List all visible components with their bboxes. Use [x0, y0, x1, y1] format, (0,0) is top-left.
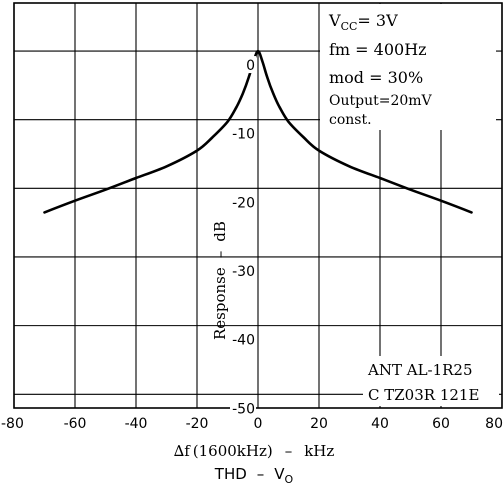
- y-tick-bg-0: [246, 56, 256, 74]
- part-number-ant: ANT AL-1R25: [367, 361, 473, 379]
- y-tick-label-4: -40: [232, 333, 255, 349]
- condition-output: Output=20mV: [329, 93, 433, 109]
- y-tick-bg-5: [230, 399, 256, 417]
- condition-const: const.: [329, 112, 372, 128]
- condition-fm: fm = 400Hz: [329, 40, 427, 59]
- plot-frame: [13, 2, 503, 409]
- x-tick-label-3: -20: [186, 416, 209, 432]
- subtitle-sub: O: [285, 473, 294, 486]
- part-box-bg: [363, 356, 499, 406]
- x-axis-delta: ∆f: [174, 442, 191, 460]
- chart-grid: [13, 3, 503, 408]
- vcc-sub: CC: [341, 20, 358, 33]
- y-tick-label-1: -10: [232, 127, 255, 143]
- conditions-box-bg: [320, 4, 496, 130]
- condition-mod: mod = 30%: [329, 68, 423, 87]
- y-axis-dash: –: [211, 251, 229, 259]
- subtitle-v: V: [274, 465, 285, 483]
- x-axis-unit: kHz: [304, 442, 334, 460]
- y-tick-label-3: -30: [232, 264, 255, 280]
- y-tick-bg-4: [230, 330, 256, 348]
- x-tick-label-0: -80: [1, 416, 24, 432]
- y-axis-quantity: Response: [211, 267, 229, 340]
- x-tick-label-7: 60: [432, 416, 450, 432]
- x-tick-label-2: -40: [125, 416, 148, 432]
- condition-vcc: VCC= 3V: [328, 11, 398, 33]
- y-tick-bg-3: [230, 261, 256, 279]
- y-tick-label-2: -20: [232, 195, 255, 211]
- subtitle-quantity: THD: [214, 465, 247, 483]
- y-tick-label-5: -50: [232, 401, 255, 417]
- vcc-rest: = 3V: [357, 11, 398, 30]
- y-tick-labels: 0 -10 -20 -30 -40 -50: [230, 56, 256, 417]
- chart-subtitle: THD – VO: [214, 465, 294, 486]
- y-tick-bg-2: [230, 193, 256, 211]
- x-tick-label-4: 0: [254, 416, 263, 432]
- subtitle-dash: –: [257, 465, 265, 483]
- y-axis-unit: dB: [211, 221, 229, 242]
- y-tick-label-0: 0: [246, 58, 255, 74]
- response-curve: [43, 49, 473, 214]
- x-axis-qualifier: (1600kHz): [193, 442, 273, 460]
- vcc-base: V: [328, 11, 341, 30]
- x-tick-label-1: -60: [64, 416, 87, 432]
- part-number-c: C TZ03R 121E: [368, 386, 479, 404]
- x-tick-label-8: 80: [485, 416, 503, 432]
- y-axis-label: Response – dB: [211, 221, 229, 340]
- x-axis-label: ∆f (1600kHz) – kHz: [174, 442, 335, 460]
- x-tick-label-6: 40: [371, 416, 389, 432]
- x-tick-label-5: 20: [310, 416, 328, 432]
- x-tick-labels: -80 -60 -40 -20 0 20 40 60 80: [1, 416, 503, 432]
- y-tick-bg-1: [230, 124, 256, 142]
- x-axis-dash: –: [285, 442, 293, 460]
